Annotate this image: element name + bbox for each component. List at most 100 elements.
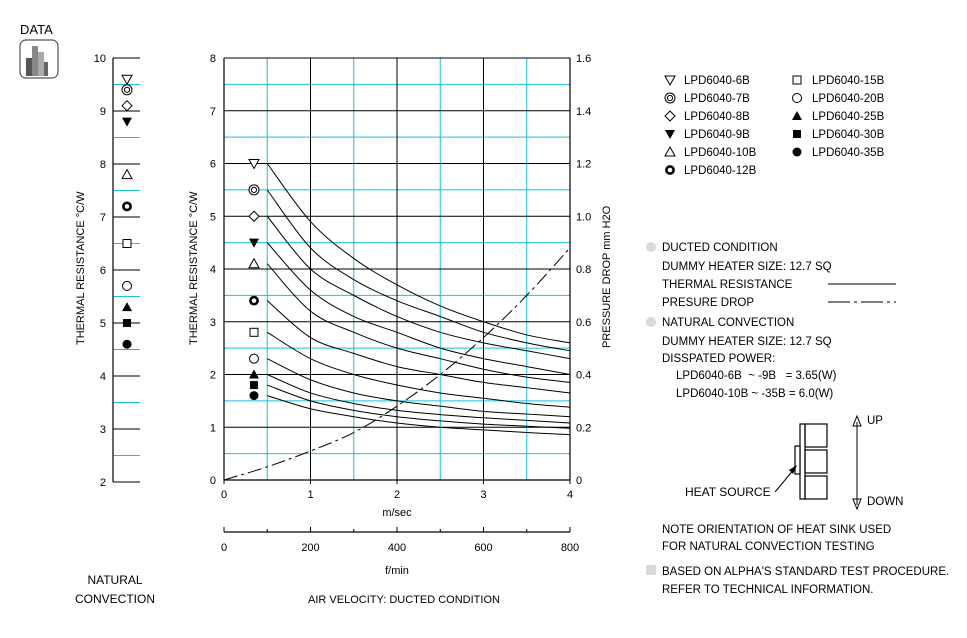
bullet-icon: [646, 317, 656, 327]
natural-y-tick-label: 4: [100, 371, 106, 383]
y-tick-label: 5: [210, 211, 216, 223]
x-tick-label: 2: [394, 489, 400, 501]
legend-marker: [664, 92, 676, 104]
x2-tick-label: 200: [301, 542, 319, 554]
natural-marker: [122, 201, 132, 212]
natural-marker: [122, 339, 132, 349]
thermal-curve-lpd6040-7b: [266, 189, 571, 352]
curve-marker: [249, 327, 259, 337]
thermal-curve-lpd6040-10b: [266, 263, 571, 383]
legend-marker: [792, 93, 802, 103]
y2-tick-label: 0.4: [576, 370, 591, 382]
natural-marker: [123, 319, 131, 327]
note-heater-size: DUMMY HEATER SIZE: 12.7 SQ: [662, 261, 832, 273]
legend-label: LPD6040-9B: [684, 129, 750, 141]
thermal-curve-lpd6040-12b: [266, 300, 571, 394]
thermal-curve-lpd6040-6b: [266, 163, 571, 344]
y-tick-label: 3: [210, 317, 216, 329]
natural-ylabel: THERMAL RESISTANCE °C/W: [75, 191, 87, 345]
x2-tick-label: 400: [388, 542, 406, 554]
y-tick-label: 6: [210, 159, 216, 171]
natural-y-tick-label: 9: [100, 106, 106, 118]
curve-marker: [249, 353, 259, 364]
y-tick-label: 4: [210, 264, 216, 276]
footer: BASED ON ALPHA'S STANDARD TEST PROCEDURE…: [646, 565, 949, 596]
note-thermal-resistance: THERMAL RESISTANCE: [662, 279, 793, 291]
natural-y-tick-label: 6: [100, 265, 106, 277]
legend-marker: [665, 130, 675, 139]
bullet-icon: [646, 242, 656, 252]
x-axis-label: m/sec: [382, 507, 412, 519]
y2-tick-label: 1.4: [576, 106, 591, 118]
x2-tick-label: 800: [561, 542, 579, 554]
curve-marker: [249, 238, 259, 248]
curve-marker: [248, 257, 260, 269]
natural-marker: [122, 239, 132, 248]
note-power-2: LPD6040-10B ~ -35B = 6.0(W): [676, 388, 833, 400]
thermal-curve-lpd6040-25b: [267, 374, 571, 424]
legend-marker: [664, 75, 676, 87]
thermal-curve-lpd6040-15b: [266, 331, 571, 408]
legend-marker: [792, 111, 802, 120]
legend-marker: [792, 147, 802, 157]
x-tick-label: 0: [221, 489, 227, 501]
natural-marker: [121, 84, 133, 96]
main-ylabel: THERMAL RESISTANCE °C/W: [188, 191, 200, 345]
up-label: UP: [867, 415, 883, 427]
x-tick-label: 4: [567, 489, 573, 501]
x-tick-label: 3: [480, 489, 486, 501]
legend-label: LPD6040-7B: [684, 93, 750, 105]
orientation-diagram: UP DOWN HEAT SOURCE NOTE ORIENTATION OF …: [662, 414, 903, 553]
bullet-icon: [646, 565, 656, 575]
y-tick-label: 2: [210, 370, 216, 382]
notes-block: DUCTED CONDITION DUMMY HEATER SIZE: 12.7…: [646, 242, 896, 400]
natural-marker: [122, 302, 132, 312]
natural-marker: [121, 99, 133, 112]
curve-marker: [248, 184, 260, 196]
y-tick-label: 0: [210, 475, 216, 487]
data-bars-icon: [19, 39, 59, 79]
x-tick-label: 1: [307, 489, 313, 501]
natural-y-tick-label: 2: [100, 477, 106, 489]
natural-marker: [122, 280, 132, 291]
natural-marker: [122, 117, 132, 127]
main-y2label: PRESSURE DROP mm H2O: [601, 205, 613, 348]
legend-label: LPD6040-12B: [684, 165, 757, 177]
footer-line-2: REFER TO TECHNICAL INFORMATION.: [662, 584, 874, 596]
heat-sink-base: [799, 423, 806, 500]
thermal-curve-lpd6040-20b: [267, 358, 571, 418]
main-chart-curves: [223, 163, 571, 481]
y2-tick-label: 1.2: [576, 159, 591, 171]
legend-label: LPD6040-6B: [684, 75, 750, 87]
thermal-curve-lpd6040-35b: [267, 395, 571, 436]
legend-label: LPD6040-8B: [684, 111, 750, 123]
note-power-1: LPD6040-6B ~ -9B = 3.65(W): [676, 370, 837, 382]
legend: LPD6040-6B LPD6040-7B LPD6040-8B LPD6040-9B…: [664, 75, 885, 177]
y2-tick-label: 1.0: [576, 211, 591, 223]
y-tick-label: 7: [210, 106, 216, 118]
note-heater-size-2: DUMMY HEATER SIZE: 12.7 SQ: [662, 336, 832, 348]
footer-line-1: BASED ON ALPHA'S STANDARD TEST PROCEDURE…: [662, 566, 949, 578]
legend-label: LPD6040-35B: [812, 147, 885, 159]
thermal-curve-lpd6040-9b: [266, 242, 571, 375]
curve-marker: [249, 295, 259, 306]
thermal-curve-lpd6040-30b: [267, 384, 571, 429]
legend-label: LPD6040-30B: [812, 129, 885, 141]
natural-y-tick-label: 5: [100, 318, 106, 330]
orientation-note-2: FOR NATURAL CONVECTION TESTING: [662, 541, 875, 553]
chart-caption: AIR VELOCITY: DUCTED CONDITION: [308, 594, 500, 606]
natural-marker: [121, 168, 133, 180]
note-pressure-drop: PRESURE DROP: [662, 297, 754, 309]
heat-source-block: [794, 445, 801, 475]
y2-tick-label: 0.8: [576, 264, 591, 276]
y2-tick-label: 1.6: [576, 53, 591, 65]
arrow-head-icon: [789, 465, 797, 474]
down-label: DOWN: [867, 496, 903, 508]
natural-y-tick-label: 10: [94, 53, 106, 65]
y2-tick-label: 0.6: [576, 317, 591, 329]
y2-tick-label: 0.2: [576, 422, 591, 434]
curve-marker: [248, 210, 260, 222]
legend-label: LPD6040-25B: [812, 111, 885, 123]
